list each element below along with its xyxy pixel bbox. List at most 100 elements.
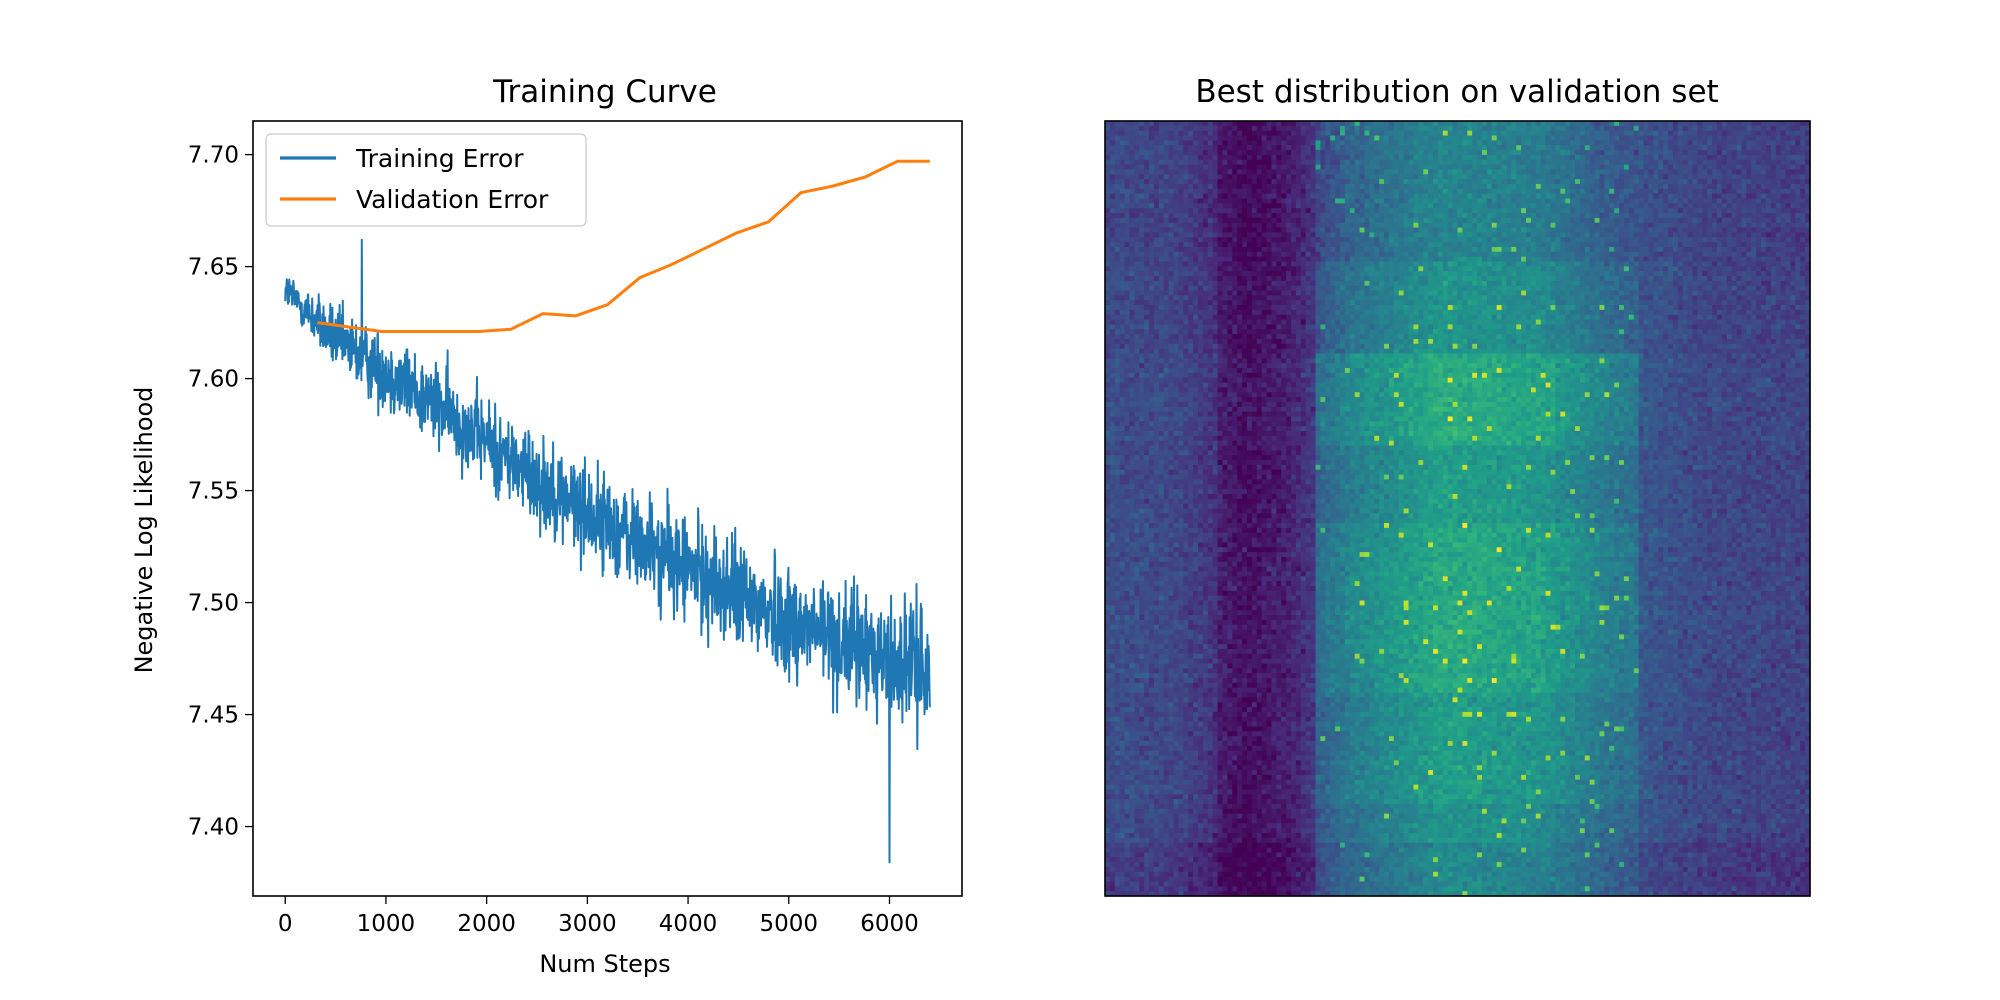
heatmap-cell [1188,338,1194,345]
heatmap-cell [1129,508,1135,514]
heatmap-cell [1173,774,1180,781]
heatmap-cell [1144,140,1150,146]
heatmap-cell [1168,295,1175,301]
heatmap-cell [1198,348,1204,355]
heatmap-cell [1188,518,1194,524]
heatmap-cell [1144,179,1150,185]
heatmap-cell [1168,508,1175,514]
heatmap-cell [1198,648,1204,655]
heatmap-cell [1129,619,1135,626]
heatmap-cell [1134,421,1140,427]
heatmap-cell [1202,668,1209,674]
heatmap-cell [1105,813,1111,820]
heatmap-cell [1232,469,1238,476]
heatmap-cell [1212,372,1219,379]
heatmap-cell [1153,450,1160,456]
heatmap-cell [1188,353,1194,359]
heatmap-cell [1246,193,1253,200]
heatmap-cell [1202,401,1209,408]
heatmap-cell [1202,324,1209,330]
heatmap-cell [1134,886,1140,892]
heatmap-cell [1105,615,1111,621]
heatmap-cell [1144,237,1150,243]
heatmap-cell [1119,435,1126,442]
heatmap-cell [1202,852,1209,858]
heatmap-cell [1193,697,1199,703]
heatmap-cell [1188,615,1194,621]
heatmap-cell [1188,552,1194,558]
heatmap-cell [1178,193,1184,200]
heatmap-cell [1149,566,1155,573]
heatmap-cell [1232,741,1238,747]
heatmap-cell [1212,566,1219,573]
heatmap-cell [1129,338,1135,345]
heatmap-cell [1178,726,1184,732]
heatmap-cell [1173,668,1180,674]
heatmap-cell [1222,682,1228,689]
heatmap-cell [1242,227,1248,233]
heatmap-cell [1217,755,1224,761]
heatmap-cell [1149,285,1155,292]
heatmap-cell [1198,726,1204,732]
heatmap-cell [1139,566,1145,573]
heatmap-cell [1227,886,1233,892]
heatmap-cell [1242,406,1248,413]
heatmap-cell [1202,319,1209,326]
heatmap-cell [1158,755,1165,761]
heatmap-cell [1251,852,1258,858]
heatmap-cell [1237,397,1243,403]
heatmap-cell [1144,397,1150,403]
heatmap-cell [1246,479,1253,485]
heatmap-cell [1158,581,1165,587]
heatmap-cell [1246,503,1253,510]
heatmap-cell [1109,397,1116,403]
heatmap-cell [1163,697,1170,703]
heatmap-cell [1114,135,1121,141]
heatmap-cell [1158,784,1165,791]
heatmap-cell [1178,619,1184,626]
heatmap-cell [1173,828,1180,834]
heatmap-cell [1178,833,1184,839]
heatmap-cell [1124,416,1131,422]
heatmap-cell [1232,353,1238,359]
heatmap-cell [1105,353,1111,359]
heatmap-cell [1134,150,1140,156]
heatmap-cell [1124,653,1131,660]
y-tick-label: 7.50 [188,591,239,617]
heatmap-cell [1193,198,1199,204]
heatmap-cell [1188,590,1194,597]
heatmap-cell [1222,590,1228,597]
heatmap-cell [1207,469,1214,476]
heatmap-cell [1227,314,1233,321]
heatmap-cell [1212,808,1219,815]
heatmap-cell [1242,256,1248,263]
heatmap-cell [1144,508,1150,514]
heatmap-cell [1173,227,1180,233]
heatmap-cell [1246,353,1253,359]
heatmap-cell [1227,576,1233,582]
heatmap-cell [1217,227,1224,233]
heatmap-cell [1207,808,1214,815]
heatmap-cell [1168,474,1175,481]
heatmap-cell [1207,648,1214,655]
heatmap-cell [1129,634,1135,640]
heatmap-cell [1153,653,1160,660]
heatmap-cell [1242,605,1248,611]
heatmap-cell [1173,876,1180,883]
heatmap-cell [1251,736,1258,742]
heatmap-cell [1246,188,1253,195]
heatmap-cell [1173,692,1180,698]
heatmap-cell [1217,213,1224,219]
y-tick-label: 7.55 [188,479,239,505]
heatmap-cell [1198,416,1204,422]
heatmap-cell [1193,808,1199,815]
y-tick-label: 7.65 [188,255,239,281]
heatmap-cell [1227,644,1233,650]
heatmap-cell [1134,343,1140,350]
heatmap-cell [1124,382,1131,388]
heatmap-cell [1237,678,1243,684]
heatmap-cell [1129,290,1135,296]
heatmap-cell [1144,256,1150,263]
heatmap-cell [1129,179,1135,185]
heatmap-cell [1149,639,1155,645]
